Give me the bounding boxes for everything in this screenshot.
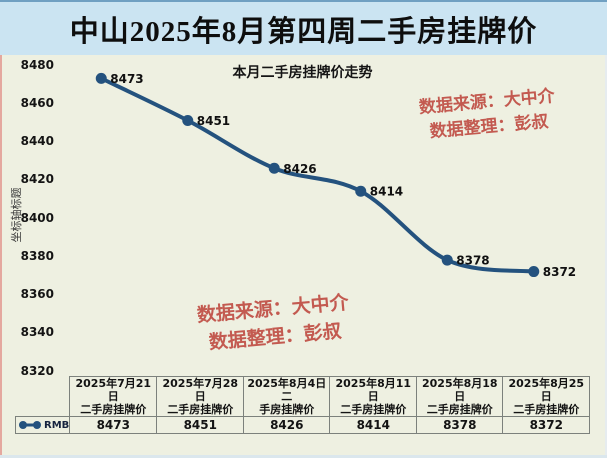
table-header-line: 2025年8月4日二 xyxy=(247,377,327,403)
y-tick-label: 8320 xyxy=(20,363,54,378)
data-point-label: 8451 xyxy=(197,114,230,128)
data-point-marker xyxy=(441,254,453,266)
y-tick-label: 8340 xyxy=(20,325,54,340)
table-header-line: 二手房挂牌价 xyxy=(167,403,234,416)
table-value-cell: 8414 xyxy=(329,416,418,434)
top-border-line xyxy=(0,0,607,2)
table-value-cell: 8451 xyxy=(156,416,245,434)
data-point-label: 8414 xyxy=(370,185,403,199)
y-tick-label: 8440 xyxy=(20,134,54,148)
right-edge-line xyxy=(605,55,607,458)
table-header-line: 2025年8月25日 xyxy=(508,377,585,403)
chart-title: 本月二手房挂牌价走势 xyxy=(232,65,373,81)
data-point-label: 8378 xyxy=(456,254,489,268)
chart-data-table: 2025年7月21日 二手房挂牌价 2025年7月28日 二手房挂牌价 2025年8月4… xyxy=(14,376,591,434)
table-header-line: 2025年8月18日 xyxy=(421,377,498,403)
table-header-line: 2025年8月11日 xyxy=(335,377,412,403)
table-header-cell: 2025年8月25日 二手房挂牌价 xyxy=(502,376,591,417)
legend-cell: RMB xyxy=(14,416,71,434)
table-header-line: 二手房挂牌价 xyxy=(340,403,407,416)
data-point-marker xyxy=(528,266,540,278)
table-header-line: 二手房挂牌价 xyxy=(513,403,580,416)
table-header-cell: 2025年7月21日 二手房挂牌价 xyxy=(69,376,158,417)
table-header-line: 二手房挂牌价 xyxy=(80,403,147,416)
table-value-row: RMB 8473 8451 8426 8414 8378 8372 xyxy=(14,416,591,434)
title-band: 中山2025年8月第四周二手房挂牌价 xyxy=(0,2,607,55)
bottom-edge-line xyxy=(0,455,607,458)
y-tick-label: 8420 xyxy=(20,172,54,187)
data-point-marker xyxy=(182,114,194,126)
table-value-cell: 8378 xyxy=(416,416,504,434)
y-tick-label: 8400 xyxy=(20,210,54,225)
data-point-label: 8473 xyxy=(110,72,143,86)
data-point-marker xyxy=(268,162,280,174)
data-point-label: 8426 xyxy=(283,162,316,176)
line-series-marker-icon xyxy=(19,421,41,429)
table-header-row: 2025年7月21日 二手房挂牌价 2025年7月28日 二手房挂牌价 2025年8月4… xyxy=(16,376,591,417)
data-point-marker xyxy=(355,185,367,197)
y-tick-label: 8360 xyxy=(20,287,54,301)
y-tick-label: 8460 xyxy=(20,95,54,110)
data-point-marker xyxy=(95,72,107,84)
data-point-label: 8372 xyxy=(543,265,576,279)
y-tick-label: 8380 xyxy=(20,248,54,263)
table-corner-cell xyxy=(16,377,70,417)
left-edge-line xyxy=(0,55,2,455)
table-header-line: 2025年7月21日 xyxy=(75,377,152,403)
table-header-cell: 2025年8月4日二 手房挂牌价 xyxy=(243,376,331,417)
table-value-cell: 8473 xyxy=(69,416,158,434)
table-header-line: 2025年7月28日 xyxy=(162,377,239,403)
price-trend-line xyxy=(99,76,536,274)
page-title: 中山2025年8月第四周二手房挂牌价 xyxy=(69,15,538,48)
table-header-cell: 2025年8月11日 二手房挂牌价 xyxy=(329,376,418,417)
table-header-line: 手房挂牌价 xyxy=(259,403,315,416)
legend-label: RMB xyxy=(44,419,70,431)
y-tick-label: 8480 xyxy=(20,57,54,72)
table-header-cell: 2025年7月28日 二手房挂牌价 xyxy=(156,376,245,417)
table-header-cell: 2025年8月18日 二手房挂牌价 xyxy=(416,376,504,417)
table-header-line: 二手房挂牌价 xyxy=(426,403,493,416)
table-value-cell: 8372 xyxy=(502,416,591,434)
table-value-cell: 8426 xyxy=(243,416,331,434)
